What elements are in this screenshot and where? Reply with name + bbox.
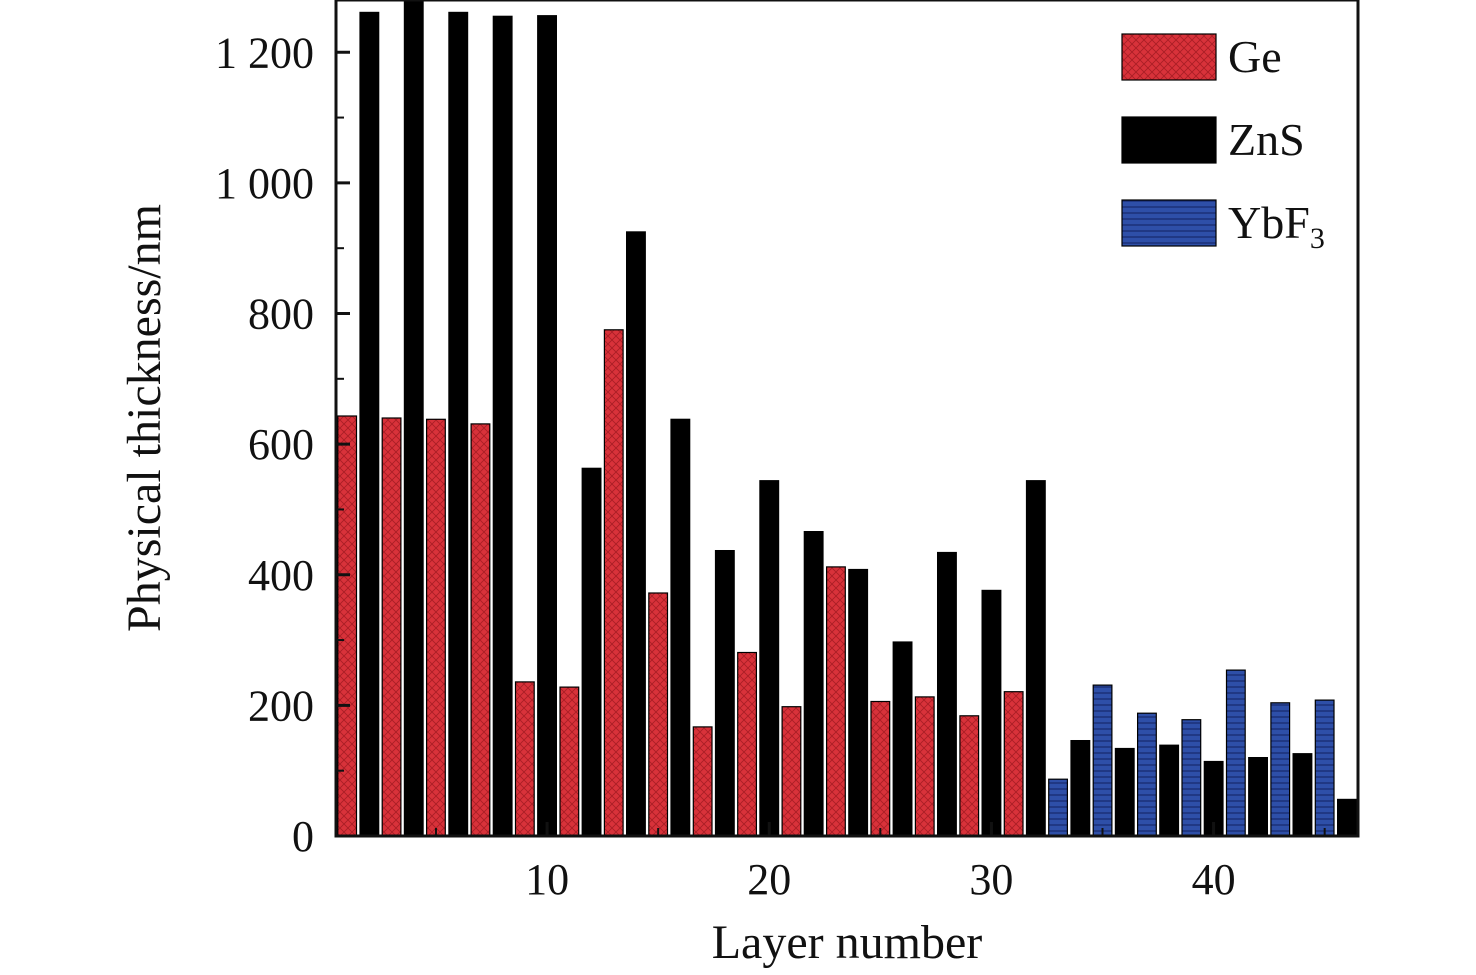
y-tick-label: 800: [248, 290, 314, 339]
bar-layer-43: [1270, 702, 1291, 837]
y-tick-label: 200: [248, 681, 314, 730]
bar-layer-12: [581, 467, 602, 837]
bar-layer-35: [1092, 684, 1113, 837]
bar-layer-44: [1292, 753, 1313, 837]
legend-swatch-zns: [1121, 116, 1217, 164]
x-axis-title: Layer number: [712, 916, 983, 969]
bars-group: [337, 0, 1357, 837]
bar-layer-37: [1136, 712, 1157, 837]
bar-layer-19: [737, 651, 758, 837]
legend: Ge ZnS YbF3: [1121, 31, 1325, 255]
bar-layer-10: [537, 15, 558, 837]
bar-layer-15: [648, 592, 669, 837]
bar-layer-34: [1070, 739, 1091, 837]
legend-swatch-ge: [1121, 33, 1217, 81]
bar-layer-25: [870, 700, 891, 837]
y-tick-label: 1 200: [215, 28, 314, 77]
y-tick-label: 400: [248, 551, 314, 600]
bar-layer-46: [1336, 798, 1357, 837]
legend-swatch-ybf3: [1121, 199, 1217, 247]
bar-layer-41: [1225, 669, 1246, 837]
x-axis: 10 20 30 40: [434, 822, 1326, 904]
plot-frame: [334, 0, 1360, 838]
bar-layer-38: [1159, 744, 1180, 837]
bar-layer-14: [625, 231, 646, 837]
bar-layer-2: [359, 11, 380, 837]
y-tick-label: 600: [248, 420, 314, 469]
bar-layer-24: [848, 568, 869, 837]
bar-layer-6: [448, 11, 469, 837]
x-tick-label: 20: [747, 855, 791, 904]
bar-layer-9: [514, 681, 535, 837]
bar-layer-23: [825, 566, 846, 837]
legend-label-subscript: 3: [1310, 222, 1325, 255]
bar-layer-28: [936, 551, 957, 837]
x-tick-label: 10: [525, 855, 569, 904]
bar-layer-45: [1314, 699, 1335, 837]
x-tick-label: 40: [1192, 855, 1236, 904]
bar-layer-22: [803, 530, 824, 837]
bar-layer-33: [1048, 778, 1068, 837]
bar-layer-8: [492, 15, 513, 837]
bar-layer-13: [603, 329, 624, 837]
bar-layer-32: [1025, 480, 1046, 837]
bar-layer-29: [959, 715, 980, 837]
bar-layer-17: [692, 726, 713, 837]
bar-layer-30: [981, 589, 1002, 837]
bar-layer-18: [714, 549, 735, 837]
bar-layer-27: [914, 696, 935, 837]
bar-layer-1: [337, 415, 358, 837]
bar-layer-11: [559, 686, 580, 837]
bar-layer-7: [470, 423, 491, 837]
bar-layer-21: [781, 706, 802, 837]
y-axis: 0 200 400 600 800 1 000 1 200: [215, 28, 350, 861]
legend-label-ge: Ge: [1228, 31, 1282, 82]
bar-layer-5: [426, 418, 446, 837]
bar-layer-26: [892, 641, 913, 837]
bar-layer-16: [670, 418, 691, 837]
y-axis-title: Physical thickness/nm: [118, 204, 171, 632]
bar-layer-39: [1181, 719, 1202, 837]
legend-label-ybf3: YbF3: [1228, 197, 1325, 255]
bar-layer-4: [403, 0, 424, 837]
x-tick-label: 30: [969, 855, 1013, 904]
bar-layer-31: [1003, 691, 1024, 837]
y-tick-label: 1 000: [215, 159, 314, 208]
bar-layer-36: [1114, 747, 1135, 837]
bar-layer-42: [1248, 756, 1268, 837]
legend-label-zns: ZnS: [1228, 114, 1305, 165]
bar-layer-3: [381, 417, 402, 837]
y-tick-label: 0: [292, 812, 314, 861]
bar-layer-20: [759, 480, 780, 837]
